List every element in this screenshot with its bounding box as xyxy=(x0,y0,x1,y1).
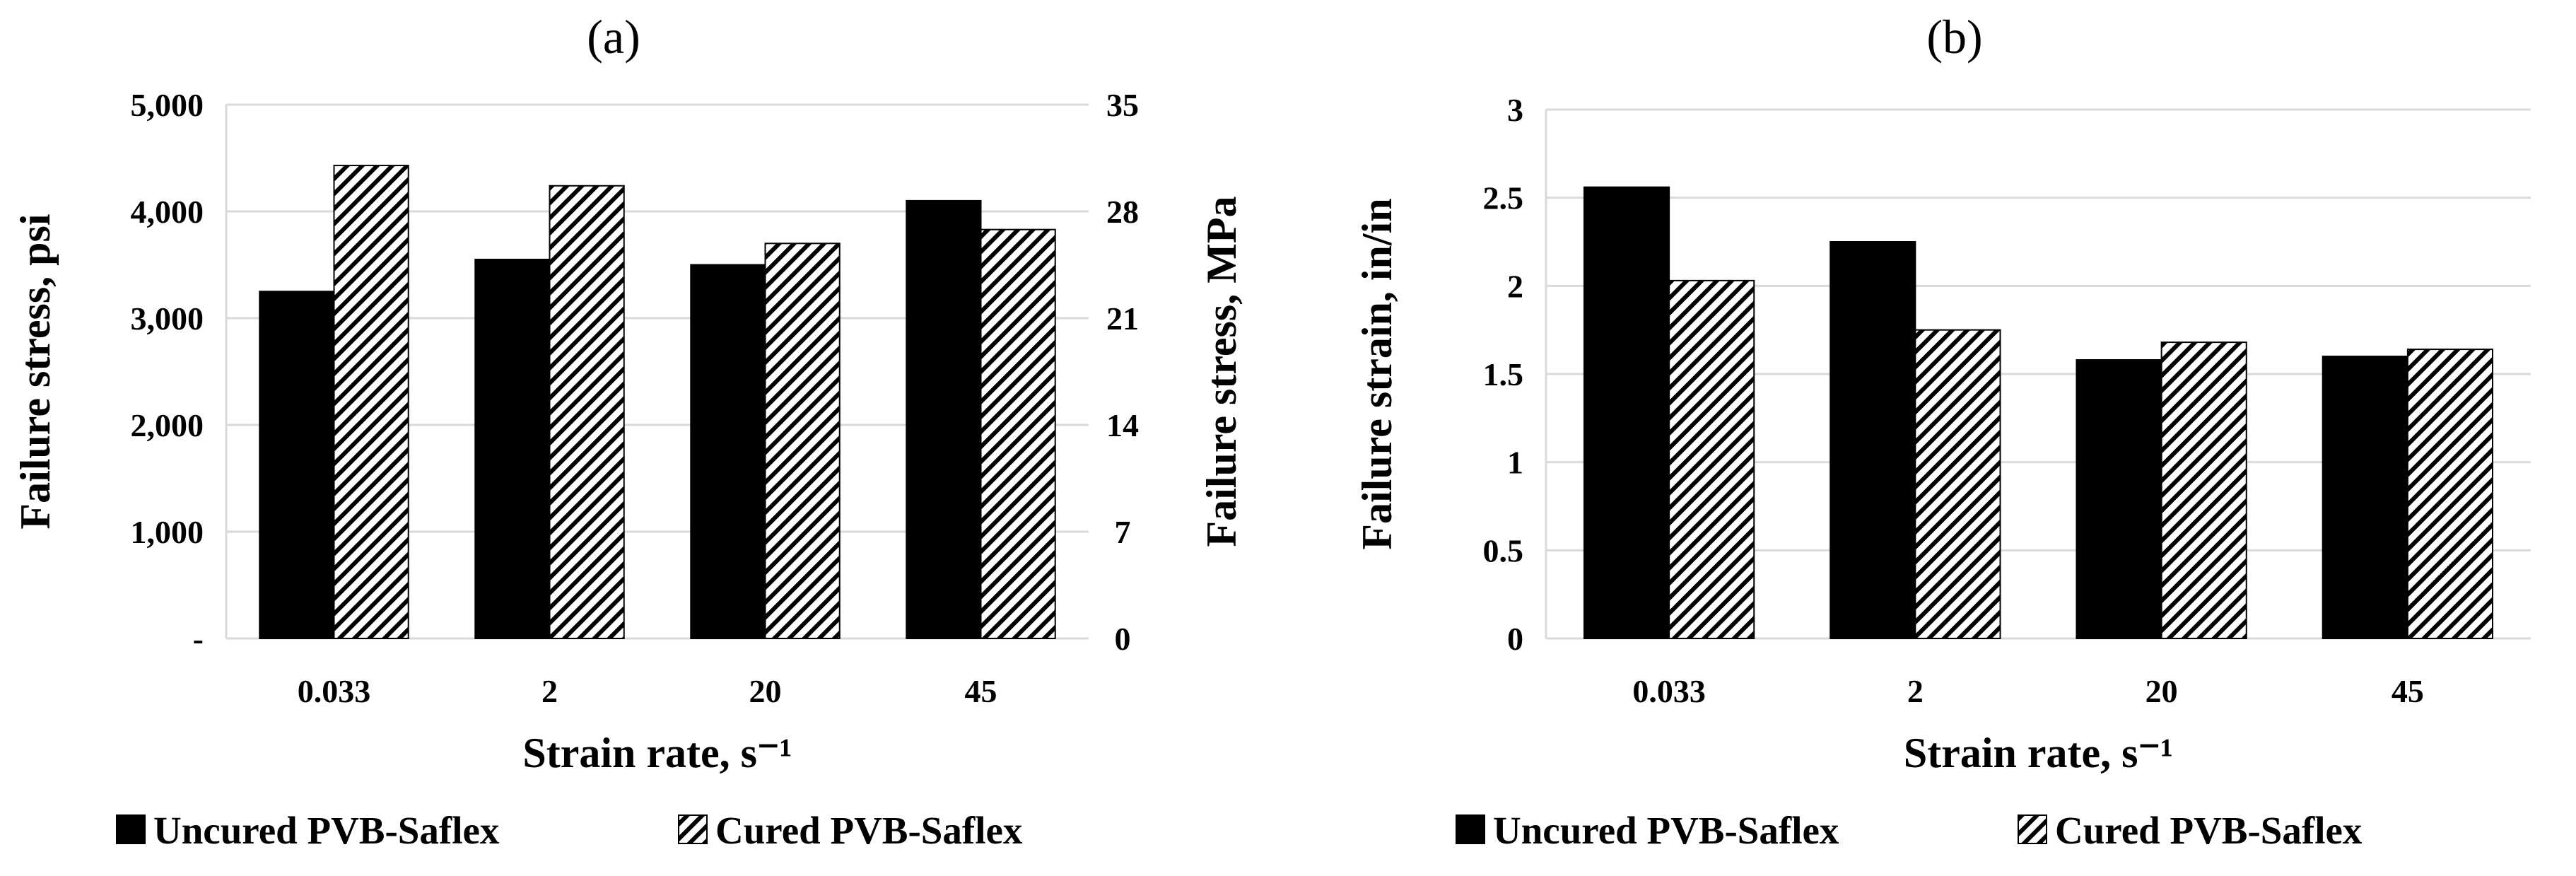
y-tick-label: 4,000 xyxy=(131,194,204,230)
legend-label-uncured: Uncured PVB-Saflex xyxy=(1493,809,1839,852)
chart-title: (b) xyxy=(1926,10,1982,64)
bar-uncured-20 xyxy=(690,264,766,639)
x-tick-label: 2 xyxy=(1907,673,1924,709)
bar-cured-2 xyxy=(1914,329,2001,639)
y-tick-label: 3,000 xyxy=(131,300,204,337)
chart-a-failure-stress: (a) - 1,000 2,000 3,000 4,000 5,000 0.033 2 20 45 S… xyxy=(12,10,1245,852)
legend-label-cured: Cured PVB-Saflex xyxy=(715,809,1023,852)
legend-label-uncured: Uncured PVB-Saflex xyxy=(153,809,500,852)
legend-swatch-cured xyxy=(2018,814,2047,844)
y2-tick-label: 35 xyxy=(1106,87,1139,123)
bar-cured-45 xyxy=(2406,349,2494,639)
bar-uncured-20 xyxy=(2076,359,2162,639)
bar-cured-20 xyxy=(2160,341,2247,639)
x-tick-label: 0.033 xyxy=(298,673,371,709)
x-tick-label: 20 xyxy=(749,673,782,709)
y2-tick-label: 28 xyxy=(1106,194,1139,230)
bar-uncured-45 xyxy=(2322,356,2408,639)
y2-tick-label: 7 xyxy=(1115,514,1131,550)
y-tick-label: 2,000 xyxy=(131,407,204,443)
y-tick-label: 1.5 xyxy=(1483,356,1524,392)
bar-uncured-2 xyxy=(474,258,551,639)
bar-uncured-45 xyxy=(906,199,982,639)
x-tick-label: 20 xyxy=(2145,673,2178,709)
y2-tick-label: 14 xyxy=(1106,407,1139,443)
bar-uncured-0_033 xyxy=(259,291,335,639)
y-tick-label: 2 xyxy=(1507,268,1523,304)
bar-uncured-2 xyxy=(1829,241,1916,639)
y2-tick-label: 21 xyxy=(1106,300,1139,337)
y-tick-label: 1,000 xyxy=(131,514,204,550)
bar-cured-20 xyxy=(764,243,841,639)
y-tick-label: 5,000 xyxy=(131,87,204,123)
chart-b-failure-strain: (b) 0 0.5 1 1.5 2 2.5 3 0.033 2 20 45 Strain rate, s… xyxy=(1354,10,2531,852)
bar-cured-0_033 xyxy=(1668,279,1755,639)
x-tick-label: 45 xyxy=(2391,673,2424,709)
y2-axis-label: Failure stress, MPa xyxy=(1198,196,1245,547)
y-axis-label: Failure strain, in/in xyxy=(1354,198,1400,549)
y-tick-label: 0 xyxy=(1507,621,1523,657)
y-tick-label: - xyxy=(193,621,204,657)
legend-label-cured: Cured PVB-Saflex xyxy=(2055,809,2363,852)
legend-swatch-uncured xyxy=(116,814,146,844)
x-axis-label: Strain rate, s⁻¹ xyxy=(1904,730,2173,776)
y-tick-label: 1 xyxy=(1507,445,1523,481)
bar-cured-0_033 xyxy=(333,165,409,639)
bar-cured-2 xyxy=(549,185,625,639)
bar-uncured-0_033 xyxy=(1583,186,1670,639)
chart-title: (a) xyxy=(587,10,640,64)
legend-swatch-cured xyxy=(678,814,708,844)
x-tick-label: 0.033 xyxy=(1632,673,1706,709)
x-tick-label: 45 xyxy=(965,673,997,709)
y-axis-label: Failure stress, psi xyxy=(12,214,59,529)
y-tick-label: 2.5 xyxy=(1483,180,1524,216)
bar-cured-45 xyxy=(980,228,1056,640)
x-axis-label: Strain rate, s⁻¹ xyxy=(522,730,792,776)
y2-tick-label: 0 xyxy=(1115,621,1131,657)
y-tick-label: 3 xyxy=(1507,92,1523,128)
y-tick-label: 0.5 xyxy=(1483,532,1524,568)
legend-swatch-uncured xyxy=(1456,814,1485,844)
x-tick-label: 2 xyxy=(541,673,558,709)
